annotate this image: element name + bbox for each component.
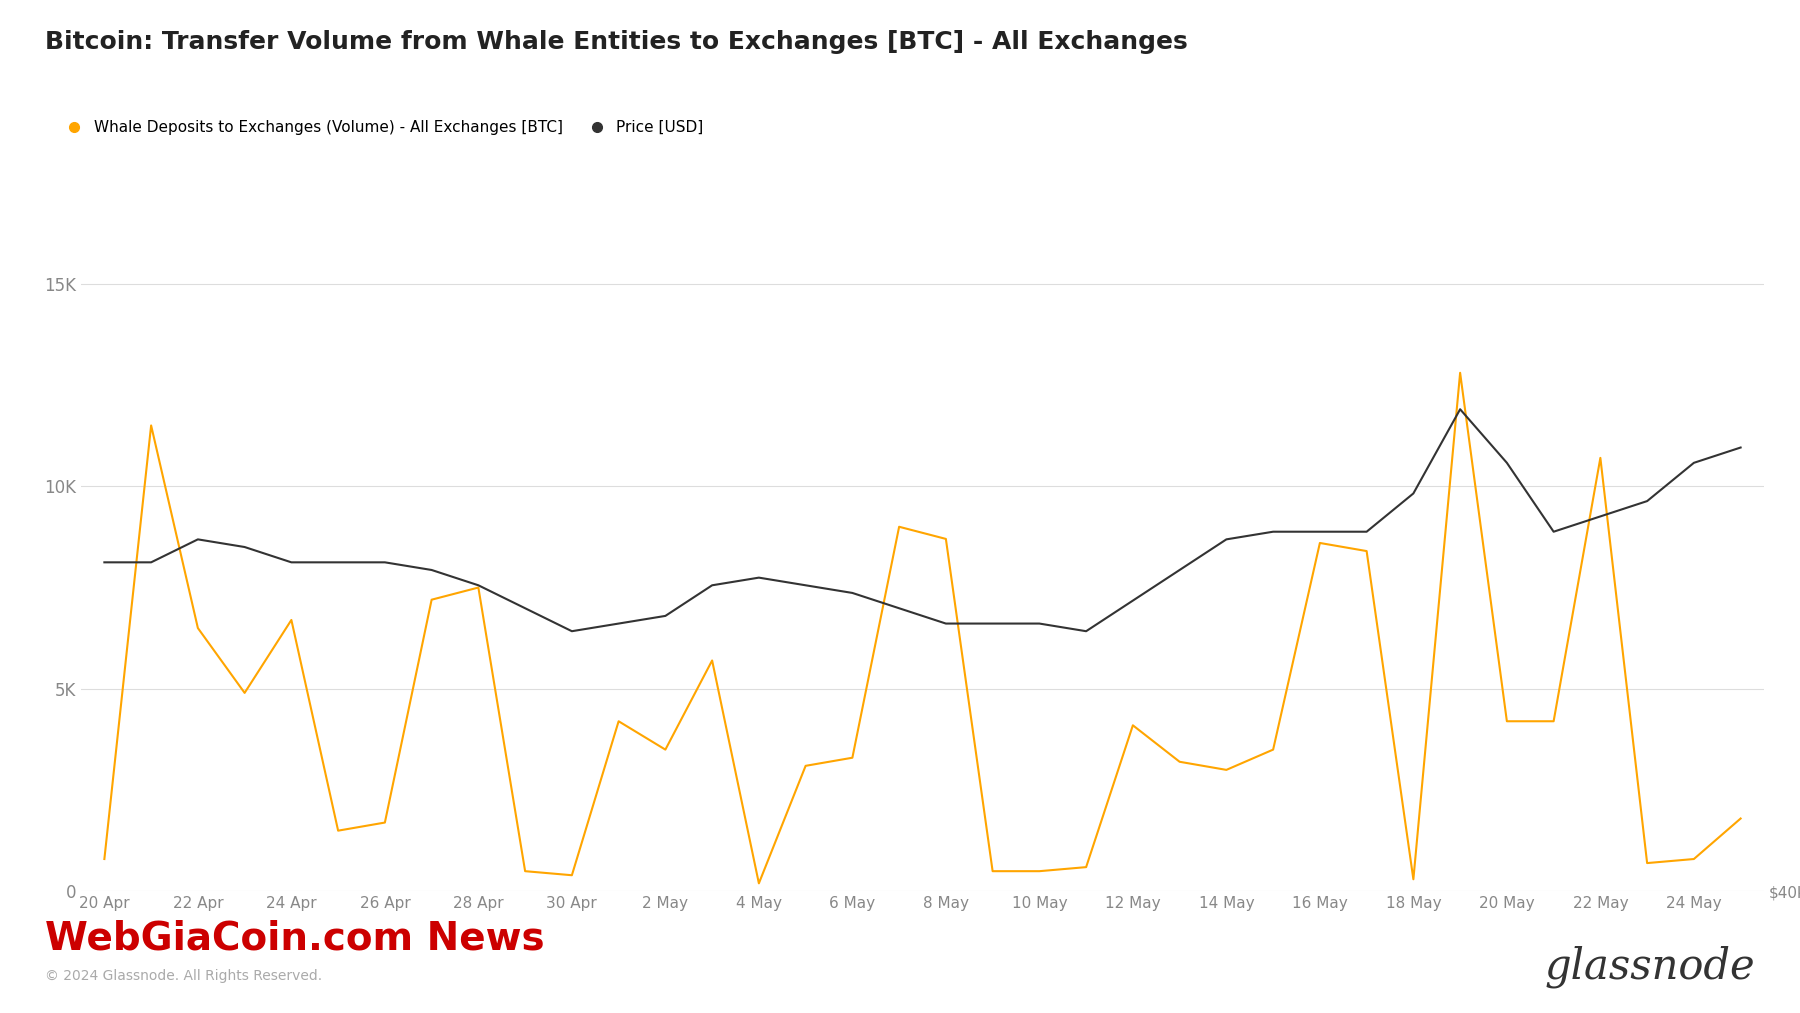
- Text: © 2024 Glassnode. All Rights Reserved.: © 2024 Glassnode. All Rights Reserved.: [45, 968, 322, 983]
- Legend: Whale Deposits to Exchanges (Volume) - All Exchanges [BTC], Price [USD]: Whale Deposits to Exchanges (Volume) - A…: [52, 114, 709, 141]
- Text: WebGiaCoin.com News: WebGiaCoin.com News: [45, 919, 545, 957]
- Text: glassnode: glassnode: [1544, 945, 1755, 988]
- Text: Bitcoin: Transfer Volume from Whale Entities to Exchanges [BTC] - All Exchanges: Bitcoin: Transfer Volume from Whale Enti…: [45, 30, 1188, 55]
